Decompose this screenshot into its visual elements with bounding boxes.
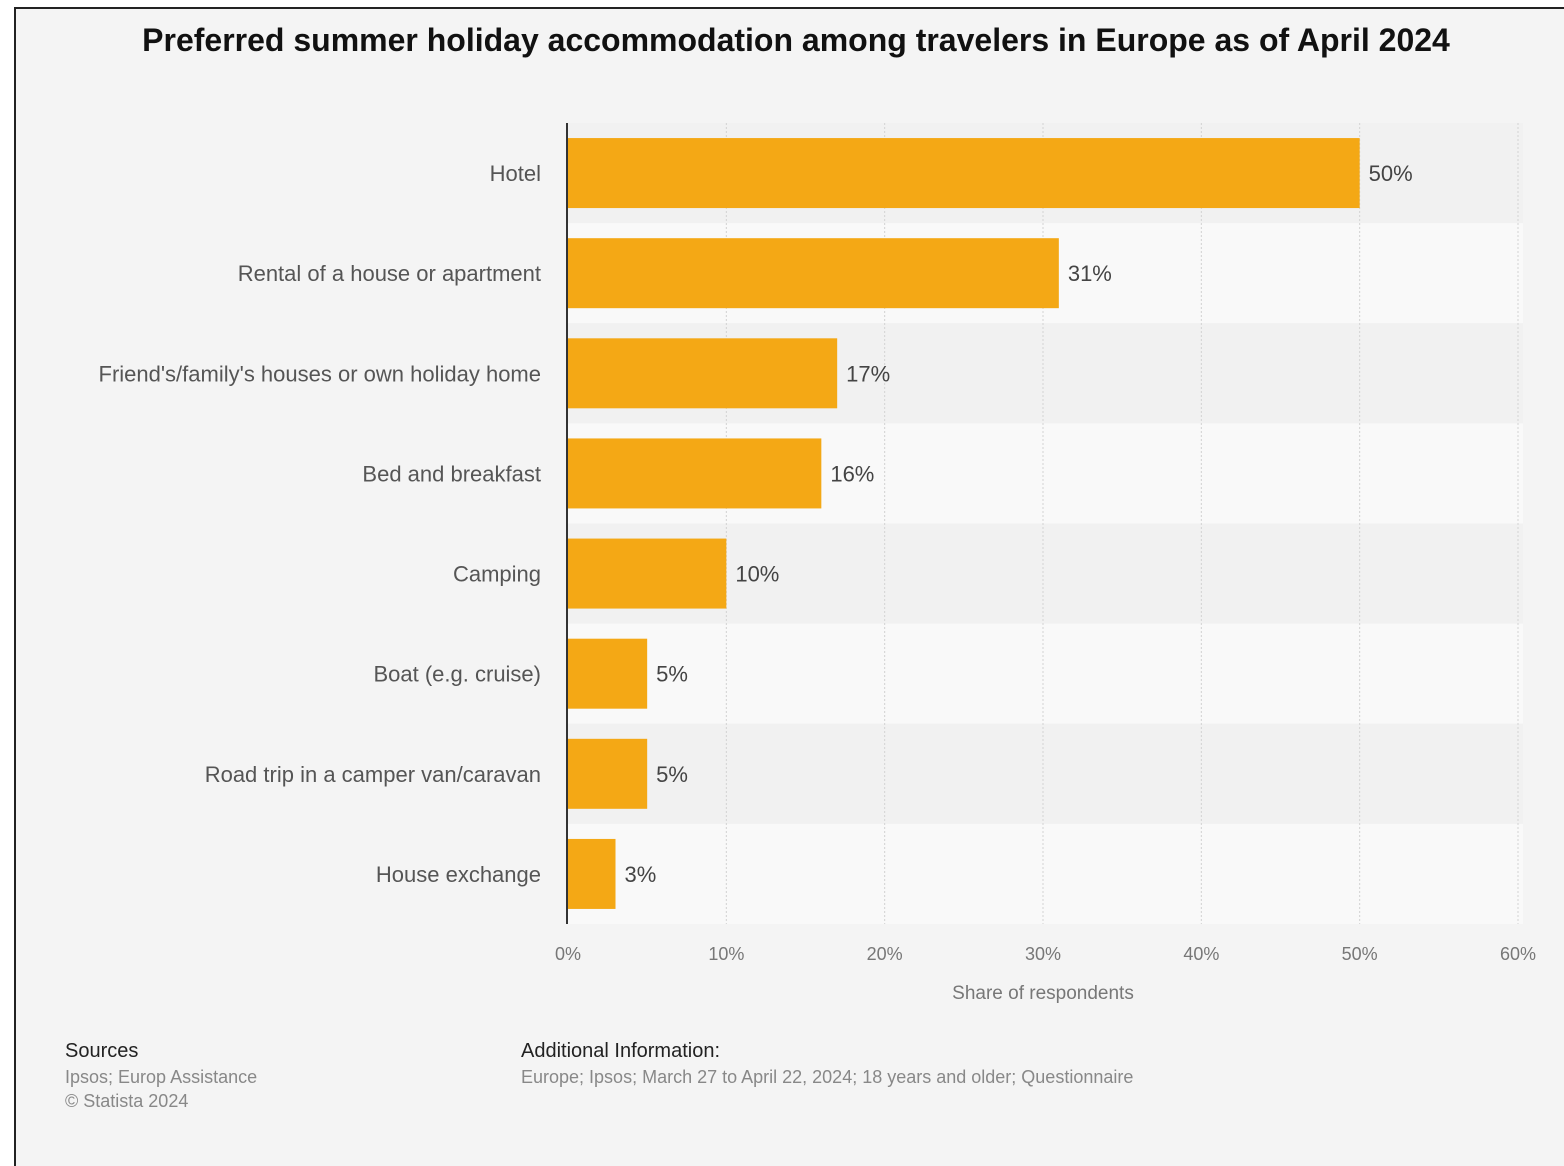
value-label: 50% xyxy=(1369,161,1413,186)
category-label: Friend's/family's houses or own holiday … xyxy=(99,361,542,386)
sources-text: Ipsos; Europ Assistance © Statista 2024 xyxy=(65,1065,257,1113)
category-label: House exchange xyxy=(376,862,541,887)
x-tick-labels: 0% 10% 20% 30% 40% 50% 60% xyxy=(555,944,1536,964)
value-label: 17% xyxy=(846,361,890,386)
value-label: 5% xyxy=(656,662,688,687)
bar xyxy=(568,838,616,909)
category-label: Hotel xyxy=(490,161,541,186)
x-tick-label: 40% xyxy=(1183,944,1219,964)
bar xyxy=(568,138,1360,209)
row-band xyxy=(568,523,1523,624)
x-tick-label: 60% xyxy=(1500,944,1536,964)
x-axis-title: Share of respondents xyxy=(952,983,1134,1004)
bar xyxy=(568,238,1059,309)
value-label: 16% xyxy=(830,461,874,486)
copyright-line: © Statista 2024 xyxy=(65,1091,189,1111)
value-label: 5% xyxy=(656,762,688,787)
sources-line: Ipsos; Europ Assistance xyxy=(65,1067,258,1087)
category-label: Boat (e.g. cruise) xyxy=(373,662,541,687)
value-labels: 50% 31% 17% 16% 10% 5% 5% 3% xyxy=(625,161,1413,887)
x-tick-label: 20% xyxy=(867,944,903,964)
x-tick-label: 0% xyxy=(555,944,581,964)
value-label: 31% xyxy=(1068,261,1112,286)
bar xyxy=(568,538,727,609)
row-band xyxy=(568,623,1523,724)
x-tick-label: 10% xyxy=(708,944,744,964)
chart-title: Preferred summer holiday accommodation a… xyxy=(142,22,1450,58)
bar xyxy=(568,338,838,409)
additional-info-heading: Additional Information: xyxy=(521,1040,721,1062)
additional-info-text: Europe; Ipsos; March 27 to April 22, 202… xyxy=(521,1067,1134,1087)
bar xyxy=(568,738,648,809)
row-band xyxy=(568,723,1523,824)
value-label: 10% xyxy=(735,562,779,587)
sources-heading: Sources xyxy=(65,1040,139,1062)
category-labels: Hotel Rental of a house or apartment Frien… xyxy=(99,161,542,887)
category-label: Road trip in a camper van/caravan xyxy=(205,762,541,787)
category-label: Bed and breakfast xyxy=(362,461,541,486)
bar xyxy=(568,638,648,709)
x-tick-label: 30% xyxy=(1025,944,1061,964)
category-label: Camping xyxy=(453,562,541,587)
row-band xyxy=(568,823,1523,924)
value-label: 3% xyxy=(625,862,657,887)
x-tick-label: 50% xyxy=(1342,944,1378,964)
category-label: Rental of a house or apartment xyxy=(238,261,541,286)
bars xyxy=(568,138,1360,909)
bar xyxy=(568,438,822,509)
